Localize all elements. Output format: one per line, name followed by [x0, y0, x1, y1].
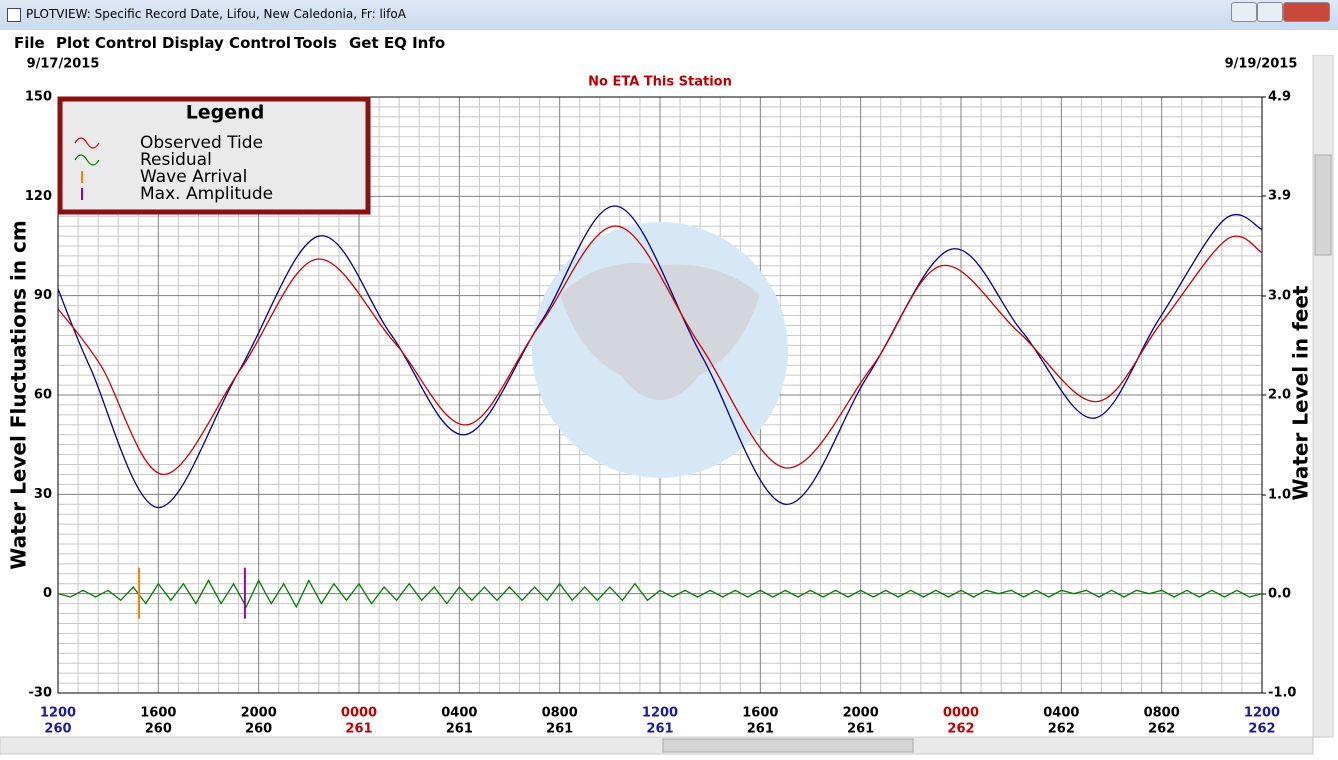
watermark-bird — [560, 263, 760, 400]
menu-bar: File Plot Control Display Control Tools … — [0, 30, 1338, 55]
series-line — [57, 225, 1263, 476]
minimize-button[interactable] — [1231, 2, 1257, 22]
y-tick-label: 90 — [34, 288, 52, 303]
close-button[interactable] — [1283, 2, 1330, 22]
maximize-button[interactable] — [1257, 2, 1283, 22]
series-line — [57, 205, 1263, 509]
x-tick-label: 0800 — [1144, 706, 1180, 721]
title-bar: PLOTVIEW: Specific Record Date, Lifou, N… — [0, 0, 1338, 30]
x-tick-label: 0400 — [441, 706, 477, 721]
y2-tick-label: 4.9 — [1268, 90, 1291, 105]
x-tick-day: 262 — [947, 722, 974, 737]
x-tick-label: 2000 — [241, 706, 277, 721]
x-tick-day: 261 — [345, 722, 372, 737]
legend-box — [57, 96, 371, 215]
y2-tick-label: 1.0 — [1268, 488, 1291, 503]
chart-title: No ETA This Station — [588, 75, 732, 90]
scroll-thumb[interactable] — [662, 738, 914, 753]
x-tick-day: 260 — [145, 722, 172, 737]
menu-item[interactable]: File — [14, 34, 45, 52]
y-tick-label: -30 — [29, 686, 53, 701]
y2-tick-label: 3.0 — [1268, 289, 1291, 304]
y-tick-label: 120 — [25, 189, 52, 204]
y2-tick-label: 2.0 — [1268, 388, 1291, 403]
y-tick-label: 0 — [43, 586, 52, 601]
menu-item[interactable]: Plot Control — [56, 34, 157, 52]
legend-title: Legend — [186, 102, 265, 124]
x-tick-label: 0800 — [542, 706, 578, 721]
grid — [57, 96, 1263, 694]
y2-tick-label: -1.0 — [1268, 686, 1296, 701]
legend-swatch — [74, 154, 100, 166]
series-line — [57, 578, 1263, 609]
y2-axis-label: Water Level in feet — [1289, 285, 1313, 500]
x-tick-label: 0400 — [1043, 706, 1079, 721]
chart: 9/17/2015 9/19/2015 No ETA This Station … — [0, 55, 1338, 760]
x-tick-day: 260 — [44, 722, 71, 737]
x-tick-day: 261 — [747, 722, 774, 737]
x-tick-label: 1200 — [642, 706, 678, 721]
x-tick-day: 262 — [1248, 722, 1275, 737]
y-tick-label: 150 — [25, 90, 52, 105]
x-tick-day: 261 — [646, 722, 673, 737]
menu-item[interactable]: Display Control — [162, 34, 292, 52]
x-tick-day: 262 — [1148, 722, 1175, 737]
menu-item[interactable]: Get EQ Info — [349, 34, 446, 52]
start-date: 9/17/2015 — [27, 57, 100, 72]
x-tick-label: 1600 — [742, 706, 778, 721]
x-tick-label: 1600 — [140, 706, 176, 721]
legend-swatch — [74, 137, 100, 149]
y2-tick-label: 0.0 — [1268, 587, 1291, 602]
plot-area — [532, 222, 788, 478]
legend-label: Wave Arrival — [140, 167, 247, 187]
x-tick-day: 261 — [446, 722, 473, 737]
end-date: 9/19/2015 — [1225, 57, 1298, 72]
x-tick-label: 1200 — [1244, 706, 1280, 721]
legend-label: Observed Tide — [140, 133, 263, 153]
y2-tick-label: 3.9 — [1268, 188, 1291, 203]
window-title: PLOTVIEW: Specific Record Date, Lifou, N… — [26, 7, 406, 21]
legend-label: Max. Amplitude — [140, 184, 273, 204]
x-tick-day: 260 — [245, 722, 272, 737]
menu-item[interactable]: Tools — [294, 34, 337, 52]
x-tick-day: 261 — [546, 722, 573, 737]
y-axis-label: Water Level Fluctuations in cm — [7, 220, 31, 569]
x-tick-day: 261 — [847, 722, 874, 737]
y-tick-label: 30 — [34, 487, 52, 502]
y-tick-label: 60 — [34, 388, 52, 403]
x-tick-label: 2000 — [843, 706, 879, 721]
scroll-thumb[interactable] — [1314, 154, 1332, 256]
x-tick-label: 0000 — [943, 706, 979, 721]
x-tick-label: 0000 — [341, 706, 377, 721]
plot-frame — [57, 96, 1263, 694]
x-tick-day: 262 — [1048, 722, 1075, 737]
x-tick-label: 1200 — [40, 706, 76, 721]
app-icon — [7, 8, 21, 22]
legend-label: Residual — [140, 150, 212, 170]
horizontal-scrollbar[interactable] — [0, 736, 1314, 755]
